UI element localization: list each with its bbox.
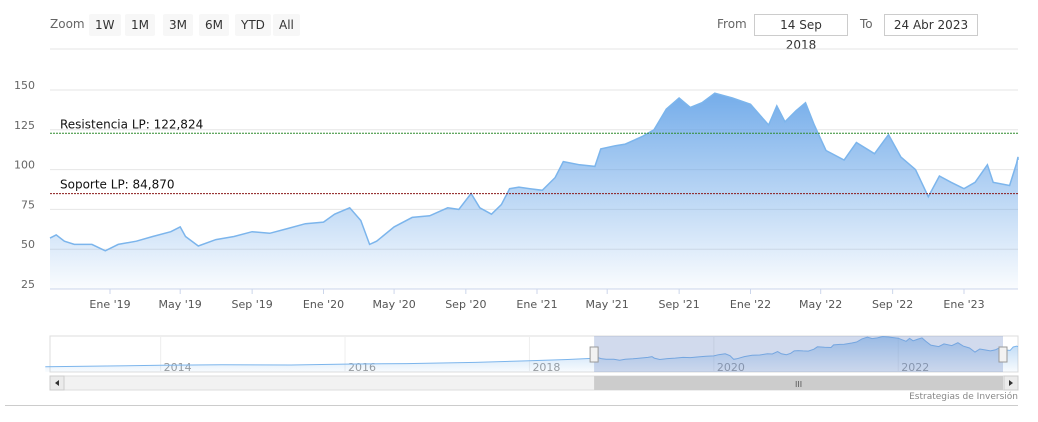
x-tick-label: May '22 — [799, 298, 842, 311]
zoom-1m-button[interactable]: 1M — [125, 14, 155, 36]
x-tick-label: Ene '19 — [89, 298, 130, 311]
from-label: From — [717, 17, 747, 31]
price-line — [49, 92, 1019, 252]
navigator-handle-right[interactable] — [998, 346, 1008, 363]
credit-label: Estrategias de Inversión — [909, 392, 1018, 402]
y-tick-label: 25 — [21, 278, 35, 291]
y-tick-label: 100 — [14, 159, 35, 172]
y-tick-label: 75 — [21, 198, 35, 211]
zoom-1w-button[interactable]: 1W — [89, 14, 121, 36]
navigator-line — [45, 335, 1019, 368]
x-tick-label: Ene '20 — [303, 298, 344, 311]
x-tick-label: Ene '21 — [516, 298, 557, 311]
price-area — [50, 93, 1018, 289]
x-tick-label: May '20 — [372, 298, 415, 311]
to-label: To — [860, 17, 873, 31]
x-tick-label: Sep '21 — [659, 298, 700, 311]
x-tick-label: Sep '22 — [872, 298, 913, 311]
y-tick-label: 150 — [14, 79, 35, 92]
support-label: Soporte LP: 84,870 — [60, 178, 175, 192]
zoom-all-button[interactable]: All — [273, 14, 300, 36]
bottom-divider — [5, 405, 1018, 406]
x-tick-label: Sep '20 — [445, 298, 486, 311]
zoom-3m-button[interactable]: 3M — [163, 14, 193, 36]
arrow-right-icon — [1009, 380, 1013, 386]
resistance-label: Resistencia LP: 122,824 — [60, 117, 203, 131]
navigator-handle-left[interactable] — [589, 346, 599, 363]
x-tick-label: May '21 — [586, 298, 629, 311]
x-tick-label: Sep '19 — [232, 298, 273, 311]
y-tick-label: 50 — [21, 238, 35, 251]
zoom-label: Zoom — [50, 17, 85, 31]
navigator-area — [45, 336, 1019, 372]
y-tick-label: 125 — [14, 119, 35, 132]
navigator-selection — [594, 336, 1003, 372]
arrow-left-icon — [55, 380, 59, 386]
x-tick-label: May '19 — [159, 298, 202, 311]
to-date-input[interactable]: 24 Abr 2023 — [884, 14, 978, 36]
zoom-6m-button[interactable]: 6M — [199, 14, 229, 36]
scrollbar-thumb[interactable] — [594, 376, 1003, 390]
zoom-ytd-button[interactable]: YTD — [235, 14, 271, 36]
scrollbar-grip-icon: III — [795, 380, 802, 389]
x-tick-label: Ene '22 — [730, 298, 771, 311]
x-tick-label: Ene '23 — [943, 298, 984, 311]
